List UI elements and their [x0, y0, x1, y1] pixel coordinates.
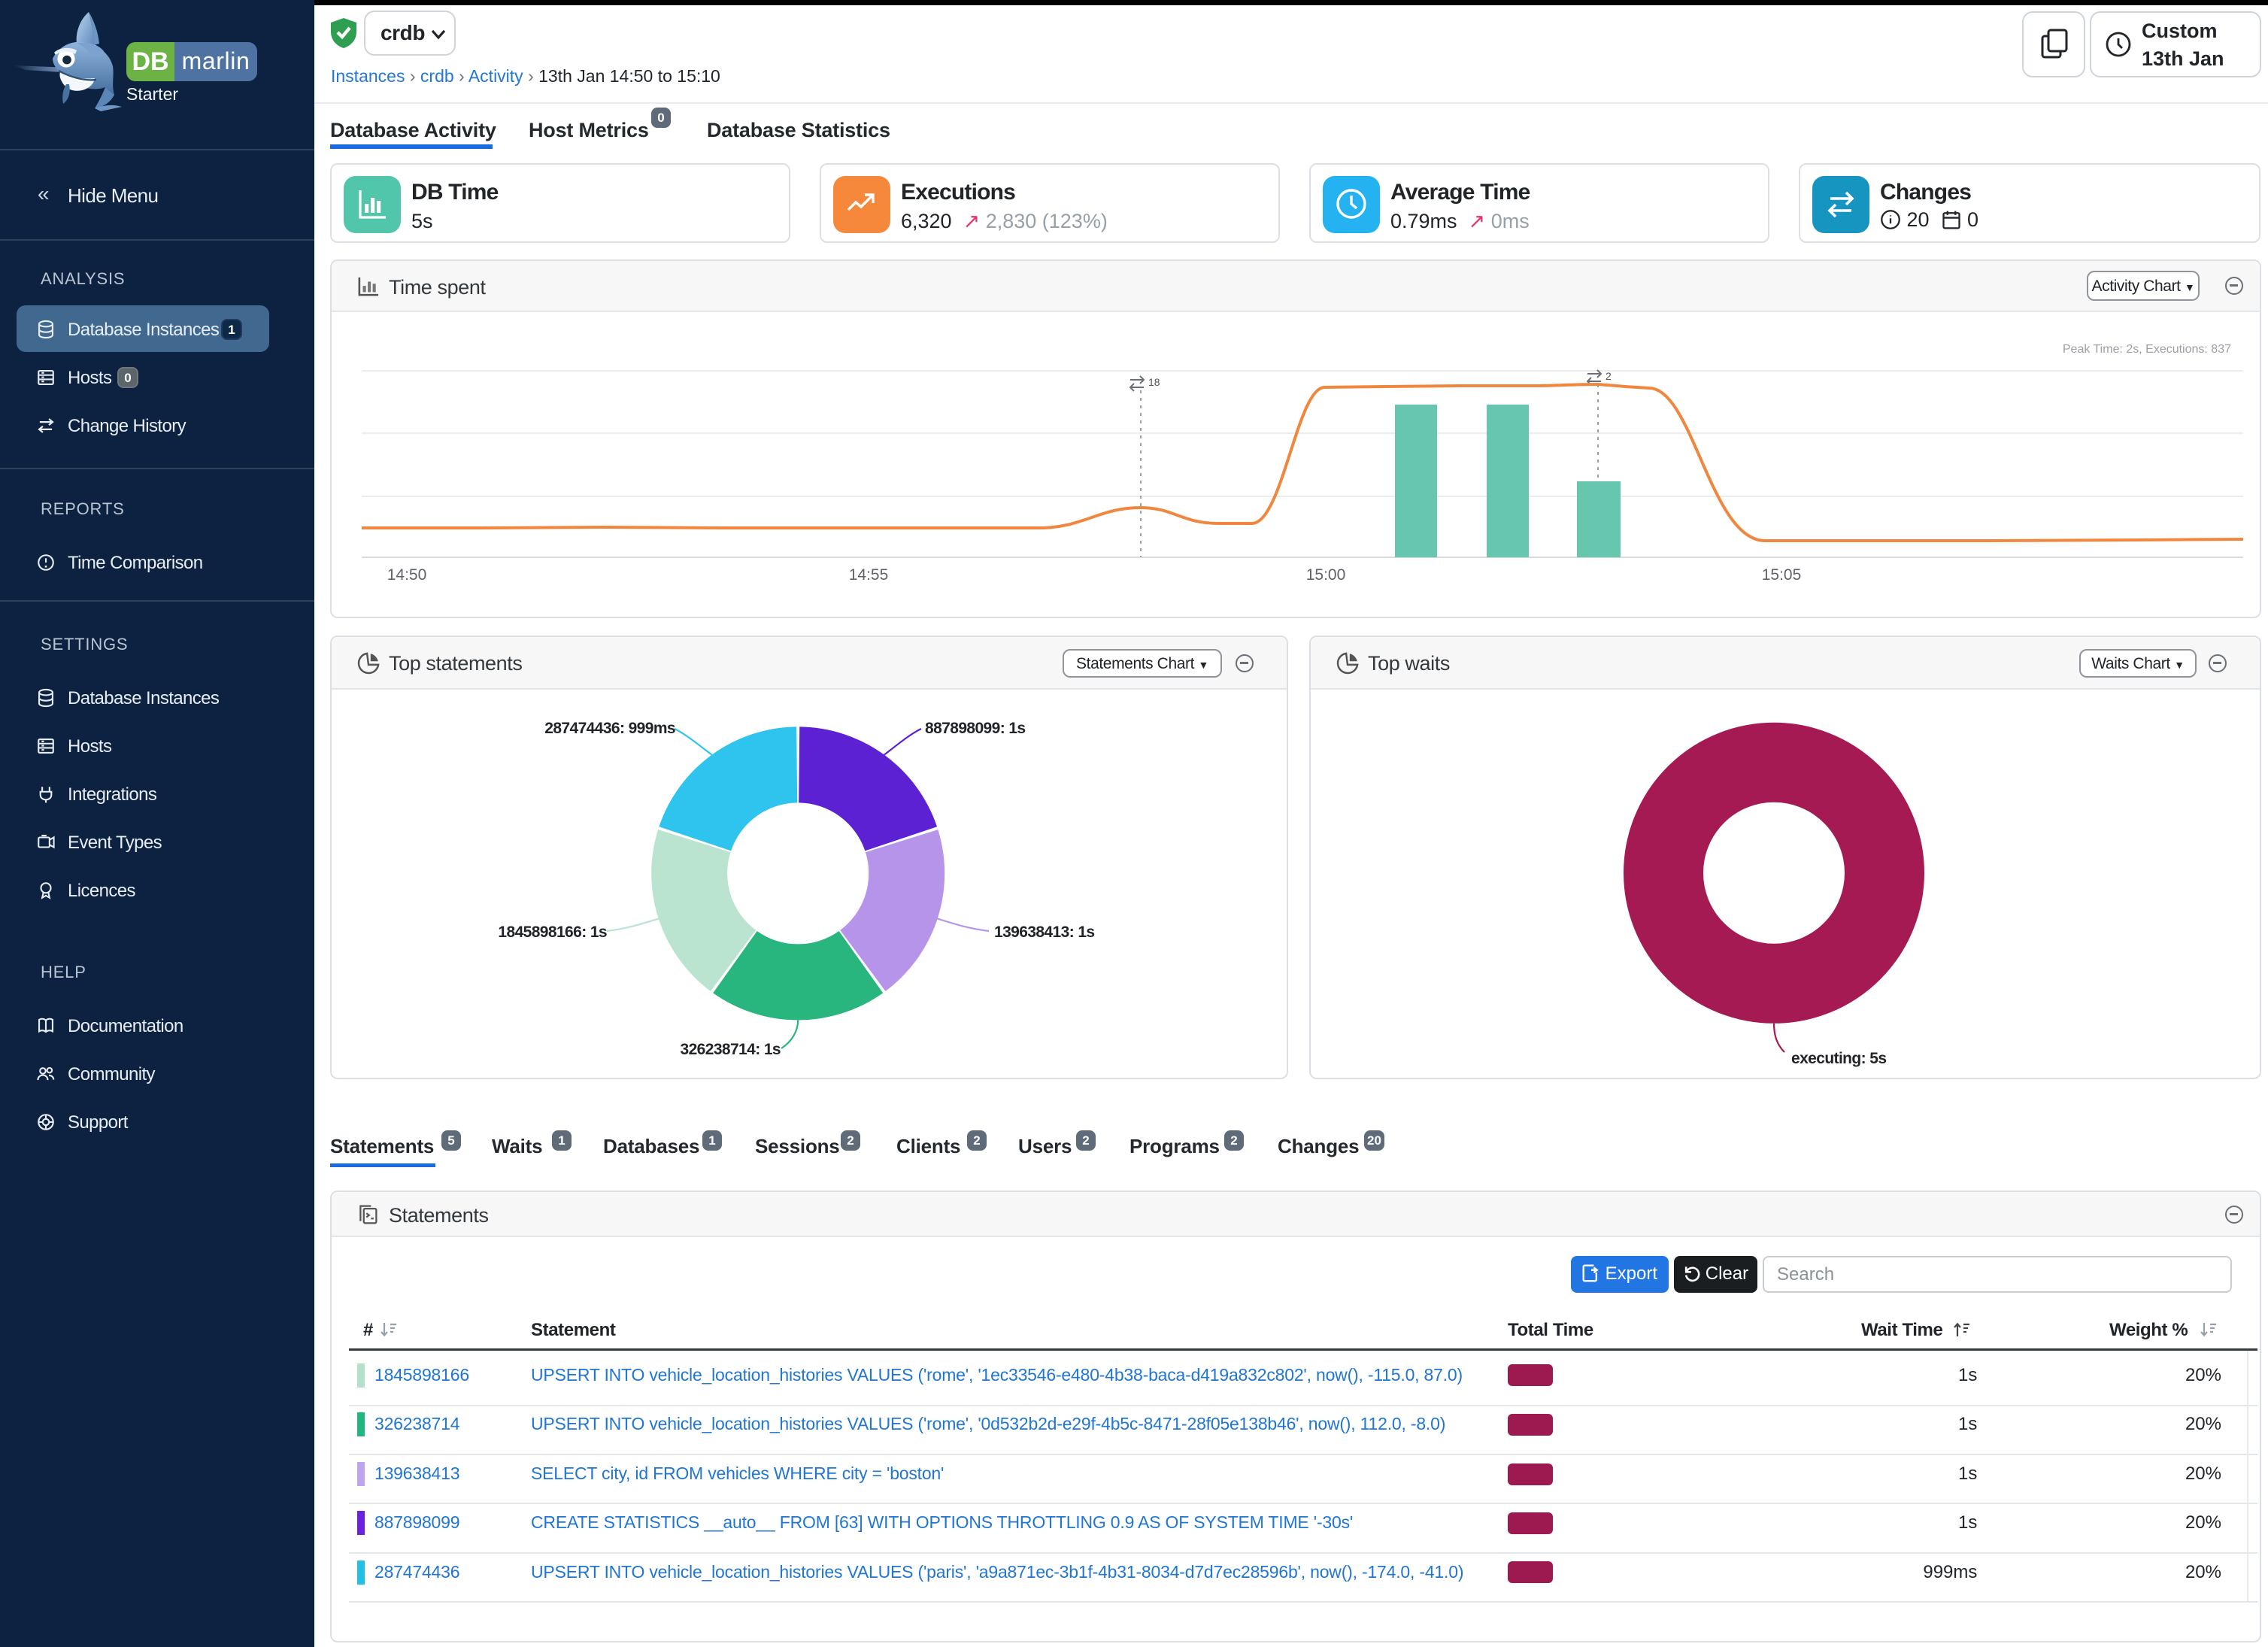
svg-text:287474436: 999ms: 287474436: 999ms	[544, 720, 675, 737]
svg-text:139638413: 1s: 139638413: 1s	[994, 924, 1095, 941]
svg-text:326238714: 1s: 326238714: 1s	[681, 1041, 781, 1058]
svg-text:14:50: 14:50	[387, 566, 427, 584]
svg-text:executing: 5s: executing: 5s	[1791, 1050, 1886, 1067]
svg-text:14:55: 14:55	[849, 566, 889, 584]
svg-text:18: 18	[1148, 376, 1160, 388]
svg-text:887898099: 1s: 887898099: 1s	[925, 720, 1026, 737]
svg-text:2: 2	[1605, 370, 1612, 382]
svg-text:15:00: 15:00	[1306, 566, 1346, 584]
svg-text:1845898166: 1s: 1845898166: 1s	[498, 924, 607, 941]
svg-text:15:05: 15:05	[1762, 566, 1802, 584]
svg-text:Peak Time: 2s, Executions: 837: Peak Time: 2s, Executions: 837	[2063, 343, 2231, 356]
